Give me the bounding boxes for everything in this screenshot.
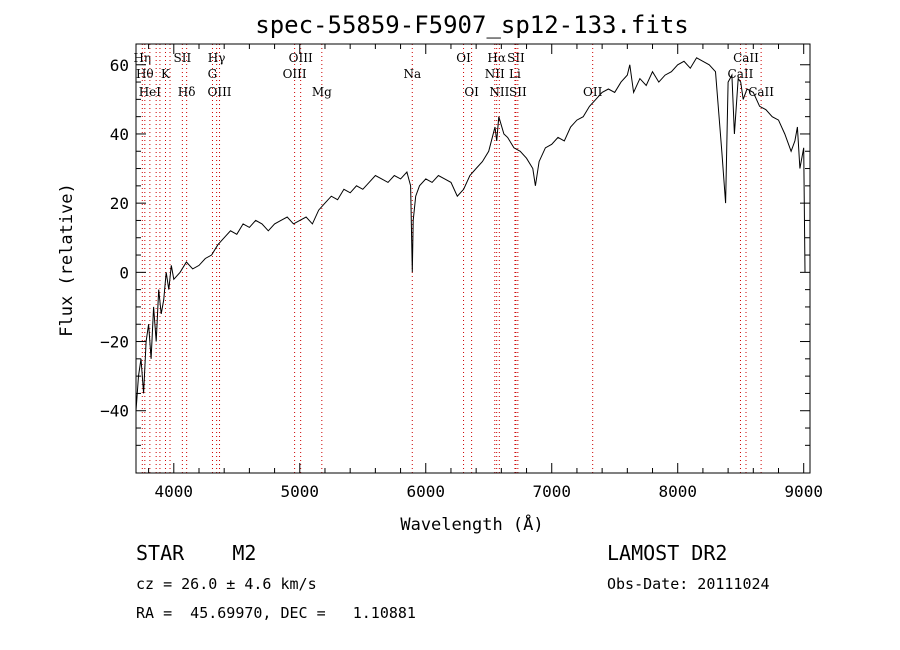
chart-title: spec-55859-F5907_sp12-133.fits — [255, 11, 688, 39]
spectral-line-label: Hη — [133, 51, 151, 65]
redshift-velocity: cz = 26.0 ± 4.6 km/s — [136, 575, 317, 593]
spectral-line-label: K — [161, 67, 171, 81]
spectral-line-label: NII — [485, 67, 505, 81]
spectral-line-label: Hδ — [178, 85, 196, 99]
spectral-line-label: HeI — [139, 85, 162, 99]
observation-date: Obs-Date: 20111024 — [607, 575, 770, 593]
axis-tick-label: 9000 — [784, 482, 823, 501]
spectral-line-label: Li — [509, 67, 521, 81]
spectral-line-label: OI — [464, 85, 479, 99]
sky-coordinates: RA = 45.69970, DEC = 1.10881 — [136, 604, 416, 622]
spectral-line-label: OIII — [207, 85, 231, 99]
spectral-line-markers: HηHθHeIKSIIHδGHγOIIIOIIIOIIIMgNaOIOINIIH… — [133, 44, 774, 473]
spectral-line-label: G — [208, 67, 218, 81]
spectral-line-label: OIII — [283, 67, 307, 81]
spectral-line-label: SII — [174, 51, 192, 65]
axis-tick-label: 40 — [110, 125, 129, 144]
spectral-line-label: Hα — [487, 51, 506, 65]
axis-tick-label: 6000 — [406, 482, 445, 501]
object-class: STAR M2 — [136, 541, 257, 565]
spectral-line-label: Hθ — [136, 67, 154, 81]
axis-tick-label: 8000 — [658, 482, 697, 501]
axis-tick-label: 60 — [110, 56, 129, 75]
axis-tick-label: −40 — [100, 402, 129, 421]
spectral-line-label: Na — [403, 67, 421, 81]
spectral-line-label: CaII — [733, 51, 759, 65]
axis-tick-label: −20 — [100, 333, 129, 352]
y-axis-label: Flux (relative) — [57, 183, 77, 337]
x-axis-label: Wavelength (Å) — [400, 513, 543, 535]
axis-tick-label: 20 — [110, 194, 129, 213]
spectral-line-label: CaII — [728, 67, 754, 81]
spectral-line-label: NII — [489, 85, 509, 99]
spectral-line-label: SII — [509, 85, 527, 99]
axis-tick-label: 5000 — [281, 482, 320, 501]
axis-tick-label: 4000 — [155, 482, 194, 501]
axis-tick-label: 0 — [119, 263, 129, 282]
axis-tick-label: 7000 — [532, 482, 571, 501]
plot-frame — [135, 43, 811, 474]
spectral-line-label: OI — [456, 51, 471, 65]
spectral-line-label: OIII — [289, 51, 313, 65]
spectral-line-label: Mg — [312, 85, 332, 99]
spectral-line-label: Hγ — [208, 51, 226, 65]
spectrum-series — [135, 57, 806, 411]
spectral-line-label: OII — [583, 85, 603, 99]
axis-ticks: 4000 5000 6000 7000 8000 9000 −40 −20 0 20 40 60 — [100, 44, 823, 501]
spectral-line-label: SII — [507, 51, 525, 65]
survey-name: LAMOST DR2 — [607, 541, 728, 565]
